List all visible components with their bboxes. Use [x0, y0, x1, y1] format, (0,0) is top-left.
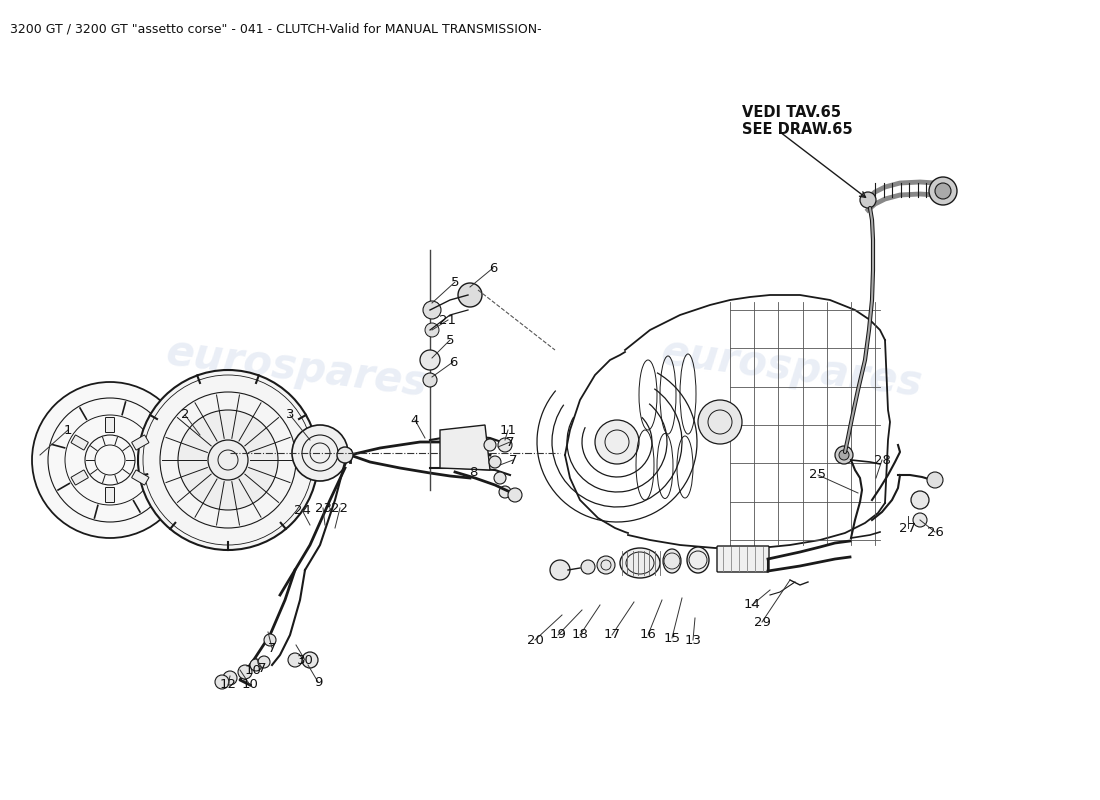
Ellipse shape	[688, 547, 710, 573]
Text: 13: 13	[684, 634, 702, 646]
Circle shape	[581, 560, 595, 574]
Circle shape	[288, 653, 302, 667]
Circle shape	[911, 491, 930, 509]
Circle shape	[292, 425, 348, 481]
Text: 10: 10	[244, 663, 262, 677]
Circle shape	[930, 177, 957, 205]
Text: 8: 8	[469, 466, 477, 479]
FancyBboxPatch shape	[72, 435, 88, 450]
Circle shape	[264, 634, 276, 646]
Circle shape	[484, 439, 496, 451]
Polygon shape	[440, 425, 490, 470]
Circle shape	[258, 656, 270, 668]
Text: 7: 7	[267, 642, 276, 654]
Text: 9: 9	[314, 675, 322, 689]
Circle shape	[550, 560, 570, 580]
Ellipse shape	[620, 548, 660, 578]
Circle shape	[839, 450, 849, 460]
Text: 27: 27	[900, 522, 916, 534]
Circle shape	[302, 652, 318, 668]
Circle shape	[425, 323, 439, 337]
FancyBboxPatch shape	[106, 487, 114, 502]
Circle shape	[424, 301, 441, 319]
Text: 17: 17	[604, 629, 620, 642]
Circle shape	[595, 420, 639, 464]
Text: 6: 6	[449, 355, 458, 369]
Text: 7: 7	[257, 662, 266, 674]
Text: 22: 22	[331, 502, 349, 514]
Circle shape	[490, 456, 500, 468]
Text: 16: 16	[639, 629, 657, 642]
Text: 7: 7	[508, 454, 517, 466]
Circle shape	[913, 513, 927, 527]
FancyBboxPatch shape	[132, 470, 148, 485]
Text: 4: 4	[410, 414, 419, 426]
Circle shape	[860, 192, 876, 208]
Text: eurospares: eurospares	[659, 331, 925, 405]
Text: 29: 29	[754, 615, 770, 629]
FancyBboxPatch shape	[717, 546, 769, 572]
Text: 25: 25	[810, 469, 826, 482]
Text: 7: 7	[506, 435, 515, 449]
Text: 26: 26	[926, 526, 944, 538]
Circle shape	[935, 183, 952, 199]
Circle shape	[494, 472, 506, 484]
Text: 10: 10	[242, 678, 258, 691]
Text: 1: 1	[64, 423, 73, 437]
Circle shape	[420, 350, 440, 370]
Circle shape	[337, 447, 353, 463]
Circle shape	[223, 671, 236, 685]
Text: 14: 14	[744, 598, 760, 611]
Text: 15: 15	[663, 631, 681, 645]
Text: 5: 5	[446, 334, 454, 346]
Text: 2: 2	[180, 409, 189, 422]
Circle shape	[424, 373, 437, 387]
Circle shape	[250, 659, 262, 671]
Circle shape	[32, 382, 188, 538]
Circle shape	[498, 438, 512, 452]
Text: 3: 3	[286, 409, 295, 422]
Circle shape	[597, 556, 615, 574]
Ellipse shape	[663, 549, 681, 573]
FancyBboxPatch shape	[106, 418, 114, 433]
Text: eurospares: eurospares	[164, 331, 430, 405]
Text: 21: 21	[440, 314, 456, 326]
Circle shape	[458, 283, 482, 307]
Text: 23: 23	[315, 502, 331, 514]
Text: 3200 GT / 3200 GT "assetto corse" - 041 - CLUTCH-Valid for MANUAL TRANSMISSION-: 3200 GT / 3200 GT "assetto corse" - 041 …	[10, 22, 541, 35]
Circle shape	[138, 370, 318, 550]
Text: 5: 5	[451, 275, 460, 289]
Circle shape	[927, 472, 943, 488]
Text: 20: 20	[527, 634, 543, 646]
Circle shape	[698, 400, 742, 444]
Circle shape	[178, 410, 278, 510]
Text: 24: 24	[294, 503, 310, 517]
Text: 6: 6	[488, 262, 497, 274]
Text: 12: 12	[220, 678, 236, 691]
Circle shape	[835, 446, 852, 464]
Circle shape	[499, 486, 512, 498]
FancyBboxPatch shape	[72, 470, 88, 485]
Text: 19: 19	[550, 629, 566, 642]
Circle shape	[214, 675, 229, 689]
Circle shape	[238, 665, 252, 679]
Text: 18: 18	[572, 629, 588, 642]
Text: 11: 11	[499, 423, 517, 437]
Text: VEDI TAV.65
SEE DRAW.65: VEDI TAV.65 SEE DRAW.65	[742, 105, 852, 138]
Circle shape	[508, 488, 522, 502]
Text: 30: 30	[297, 654, 313, 666]
Text: 28: 28	[873, 454, 890, 466]
FancyBboxPatch shape	[132, 435, 148, 450]
